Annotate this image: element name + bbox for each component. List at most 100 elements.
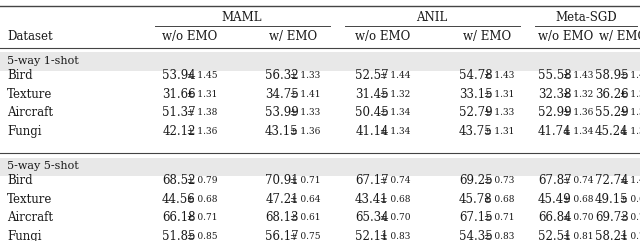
Text: 5-way 1-shot: 5-way 1-shot — [7, 56, 79, 66]
Text: ± 0.70: ± 0.70 — [620, 214, 640, 222]
Text: 66.18: 66.18 — [162, 211, 196, 224]
Text: ± 1.32: ± 1.32 — [563, 89, 593, 99]
Text: 58.95: 58.95 — [595, 69, 628, 82]
Text: w/o EMO: w/o EMO — [163, 30, 218, 43]
Text: ± 1.43: ± 1.43 — [563, 71, 593, 80]
Text: Texture: Texture — [7, 193, 52, 206]
Text: 5-way 5-shot: 5-way 5-shot — [7, 161, 79, 171]
Text: ± 1.31: ± 1.31 — [484, 127, 514, 135]
Text: 56.17: 56.17 — [265, 230, 299, 241]
Text: Fungi: Fungi — [7, 230, 42, 241]
Text: ± 1.40: ± 1.40 — [620, 176, 640, 186]
Text: ± 0.83: ± 0.83 — [484, 232, 514, 241]
Text: w/ EMO: w/ EMO — [269, 30, 317, 43]
Text: ± 0.71: ± 0.71 — [187, 214, 217, 222]
Text: 54.35: 54.35 — [459, 230, 493, 241]
Text: ± 1.33: ± 1.33 — [484, 108, 514, 117]
Text: ± 1.36: ± 1.36 — [187, 127, 217, 135]
Text: 69.25: 69.25 — [459, 174, 493, 187]
Text: Aircraft: Aircraft — [7, 106, 53, 119]
Text: 51.85: 51.85 — [162, 230, 196, 241]
Text: ± 0.85: ± 0.85 — [187, 232, 218, 241]
Text: ± 0.74: ± 0.74 — [380, 176, 410, 186]
Text: ± 1.33: ± 1.33 — [620, 89, 640, 99]
Text: Meta-SGD: Meta-SGD — [555, 11, 617, 24]
Text: ± 0.68: ± 0.68 — [484, 195, 515, 204]
Text: 52.51: 52.51 — [538, 230, 572, 241]
Text: 72.74: 72.74 — [595, 174, 628, 187]
Text: ± 0.71: ± 0.71 — [484, 214, 515, 222]
Text: 67.17: 67.17 — [355, 174, 388, 187]
Text: 67.87: 67.87 — [538, 174, 572, 187]
Text: 55.58: 55.58 — [538, 69, 572, 82]
Text: ± 1.43: ± 1.43 — [484, 71, 514, 80]
Text: ± 1.36: ± 1.36 — [290, 127, 320, 135]
Text: ± 0.64: ± 0.64 — [290, 195, 320, 204]
Text: 68.13: 68.13 — [265, 211, 299, 224]
Text: ± 1.33: ± 1.33 — [290, 108, 320, 117]
Text: w/ EMO: w/ EMO — [463, 30, 511, 43]
Bar — [0, 158, 640, 176]
Text: w/o EMO: w/o EMO — [355, 30, 411, 43]
Text: 69.73: 69.73 — [595, 211, 628, 224]
Text: ± 1.45: ± 1.45 — [187, 71, 218, 80]
Text: ± 1.34: ± 1.34 — [620, 127, 640, 135]
Text: ± 0.68: ± 0.68 — [563, 195, 593, 204]
Text: w/ EMO: w/ EMO — [599, 30, 640, 43]
Text: 49.15: 49.15 — [595, 193, 628, 206]
Text: 43.15: 43.15 — [265, 125, 299, 138]
Text: ± 0.79: ± 0.79 — [187, 176, 217, 186]
Text: 50.45: 50.45 — [355, 106, 388, 119]
Text: 53.94: 53.94 — [162, 69, 196, 82]
Text: ± 1.31: ± 1.31 — [187, 89, 217, 99]
Text: 52.11: 52.11 — [355, 230, 388, 241]
Text: 52.79: 52.79 — [459, 106, 493, 119]
Text: 55.29: 55.29 — [595, 106, 628, 119]
Text: ± 0.70: ± 0.70 — [563, 214, 593, 222]
Text: 54.78: 54.78 — [459, 69, 493, 82]
Text: ± 0.68: ± 0.68 — [187, 195, 217, 204]
Text: 41.14: 41.14 — [355, 125, 388, 138]
Text: Bird: Bird — [7, 69, 33, 82]
Text: 65.34: 65.34 — [355, 211, 388, 224]
Text: Bird: Bird — [7, 174, 33, 187]
Text: ± 1.33: ± 1.33 — [290, 71, 320, 80]
Text: 56.32: 56.32 — [265, 69, 299, 82]
Text: Dataset: Dataset — [7, 30, 52, 43]
Text: 52.57: 52.57 — [355, 69, 388, 82]
Text: 43.41: 43.41 — [355, 193, 388, 206]
Text: 33.15: 33.15 — [459, 87, 493, 100]
Text: ± 1.34: ± 1.34 — [380, 108, 410, 117]
Text: ± 1.36: ± 1.36 — [563, 108, 593, 117]
Text: ± 1.34: ± 1.34 — [380, 127, 410, 135]
Text: 67.15: 67.15 — [459, 211, 493, 224]
Text: 70.91: 70.91 — [265, 174, 299, 187]
Text: ± 0.79: ± 0.79 — [620, 232, 640, 241]
Text: ± 0.81: ± 0.81 — [563, 232, 593, 241]
Text: 34.75: 34.75 — [265, 87, 299, 100]
Bar — [0, 52, 640, 71]
Text: ± 0.83: ± 0.83 — [380, 232, 410, 241]
Text: 42.12: 42.12 — [162, 125, 196, 138]
Text: Aircraft: Aircraft — [7, 211, 53, 224]
Text: ± 1.41: ± 1.41 — [620, 71, 640, 80]
Text: Fungi: Fungi — [7, 125, 42, 138]
Text: ± 1.32: ± 1.32 — [380, 89, 410, 99]
Text: ± 1.44: ± 1.44 — [380, 71, 410, 80]
Text: 31.66: 31.66 — [162, 87, 196, 100]
Text: ± 0.75: ± 0.75 — [290, 232, 320, 241]
Text: ± 0.61: ± 0.61 — [290, 214, 320, 222]
Text: 58.21: 58.21 — [595, 230, 628, 241]
Text: 45.49: 45.49 — [538, 193, 572, 206]
Text: 68.52: 68.52 — [162, 174, 196, 187]
Text: ± 1.34: ± 1.34 — [563, 127, 593, 135]
Text: 51.37: 51.37 — [162, 106, 196, 119]
Text: 36.26: 36.26 — [595, 87, 628, 100]
Text: ± 0.68: ± 0.68 — [380, 195, 410, 204]
Text: ± 1.38: ± 1.38 — [187, 108, 217, 117]
Text: ± 1.41: ± 1.41 — [290, 89, 320, 99]
Text: 52.99: 52.99 — [538, 106, 572, 119]
Text: 66.84: 66.84 — [538, 211, 572, 224]
Text: 31.45: 31.45 — [355, 87, 388, 100]
Text: 32.38: 32.38 — [538, 87, 572, 100]
